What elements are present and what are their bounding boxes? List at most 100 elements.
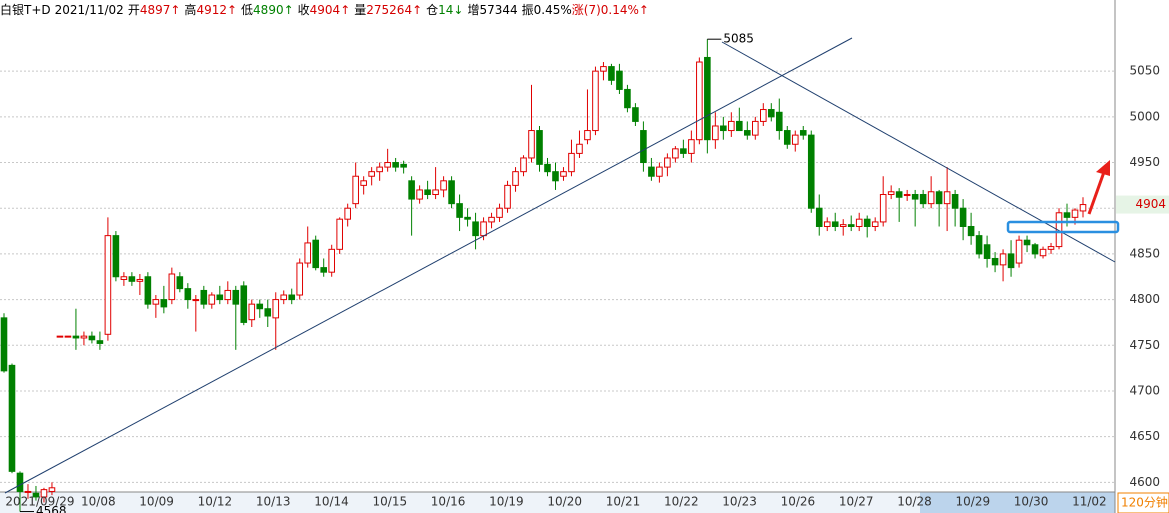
candle-body: [736, 120, 743, 132]
candle-body: [8, 364, 16, 472]
x-tick-label: 10/14: [314, 495, 349, 509]
candle-body: [272, 299, 280, 319]
header-item: 高: [184, 2, 196, 17]
candle-body: [216, 294, 224, 301]
candle-body: [152, 299, 160, 305]
header-item: 收: [298, 3, 310, 17]
y-tick-label: 5050: [1129, 64, 1160, 78]
arrow: [1087, 171, 1106, 215]
candle-body: [839, 224, 847, 227]
candle-body: [192, 299, 200, 302]
candle-body: [416, 189, 423, 200]
candle-body: [536, 130, 543, 165]
candle-body: [951, 194, 959, 209]
candle-body: [224, 289, 232, 301]
candle-body: [208, 294, 216, 305]
candle-body: [392, 162, 399, 168]
header-item: 2021/11/02: [55, 3, 124, 17]
candle-body: [520, 157, 527, 173]
trend-line: [4, 37, 853, 494]
x-tick-label: 10/29: [956, 495, 991, 509]
header-item: 开: [128, 3, 140, 17]
candle-body: [296, 262, 304, 296]
candle-body: [120, 276, 128, 280]
candle-body: [376, 166, 383, 173]
candle-body: [680, 148, 687, 154]
candle-body: [328, 248, 335, 273]
x-tick-label: 10/19: [489, 495, 524, 509]
candle-body: [887, 191, 895, 196]
candle-body: [552, 171, 559, 182]
period: 120分钟: [1121, 495, 1168, 510]
candle-body: [384, 162, 391, 168]
candle-body: [991, 257, 999, 266]
candle-body: [831, 221, 839, 227]
candle-body: [104, 235, 112, 335]
candle-body: [712, 125, 719, 141]
candle-body: [927, 191, 935, 205]
x-tick-label: 10/30: [1014, 495, 1049, 509]
candle-body: [775, 111, 783, 132]
candle-body: [128, 276, 136, 282]
candle-body: [728, 120, 735, 132]
candle-body: [144, 276, 152, 305]
period-box: [1117, 492, 1169, 513]
candle-body: [696, 61, 703, 141]
candle-body: [847, 224, 855, 227]
header-item: 仓: [426, 3, 438, 17]
y-tick-label: 4950: [1129, 155, 1160, 169]
candle-body: [616, 70, 623, 90]
candle-body: [504, 184, 511, 209]
candle-body: [80, 335, 88, 339]
x-tick-label: 10/12: [198, 495, 233, 509]
date-strip-highlight: [920, 492, 1115, 513]
candle-body: [600, 66, 607, 72]
candle-body: [608, 66, 615, 81]
y-tick-label: 4700: [1129, 383, 1160, 397]
date-strip: [0, 492, 1115, 513]
x-tick-label: 10/16: [431, 495, 466, 509]
x-tick-label: 10/26: [781, 495, 816, 509]
candle-body: [424, 189, 431, 196]
header-item: 4904↑: [310, 3, 351, 17]
candle-body: [112, 235, 120, 278]
candle-body: [1031, 244, 1039, 255]
candle-body: [496, 207, 503, 218]
candles: [0, 39, 1087, 512]
candle-body: [1039, 248, 1047, 257]
candle-body: [1063, 212, 1071, 218]
candle-body: [855, 218, 863, 227]
candle-body: [408, 180, 415, 200]
x-tick-label: 10/20: [547, 495, 582, 509]
candle-body: [783, 130, 791, 145]
candle-body: [0, 317, 8, 372]
y-tick-label: 4800: [1129, 292, 1160, 306]
header-item: 275264↑: [366, 3, 422, 17]
candle-body: [648, 166, 655, 177]
candle-body: [863, 218, 871, 227]
candle-body: [304, 242, 312, 264]
candle-body: [64, 335, 72, 338]
candle-body: [456, 203, 463, 218]
candle-body: [16, 472, 24, 492]
candle-body: [807, 134, 815, 209]
candle-body: [24, 490, 32, 493]
candle-body: [200, 289, 208, 305]
candle-body: [432, 189, 439, 196]
candle-body: [248, 303, 256, 321]
header-item: 涨(7)0.14%↑: [572, 2, 649, 17]
labels: 4550460046504700475048004850490049505000…: [5, 32, 1169, 513]
y-tick-label: 4850: [1129, 246, 1160, 260]
candle-body: [240, 285, 248, 323]
candle-body: [288, 294, 296, 301]
candle-body: [48, 487, 56, 492]
candle-body: [704, 56, 711, 141]
candle-body: [720, 125, 727, 132]
candle-body: [88, 335, 96, 341]
candle-body: [168, 273, 176, 301]
candle-body: [975, 235, 983, 255]
candle-body: [959, 207, 967, 227]
header-item: 白银T+D: [0, 2, 51, 17]
candle-body: [400, 163, 407, 168]
x-tick-label: 10/23: [722, 495, 757, 509]
